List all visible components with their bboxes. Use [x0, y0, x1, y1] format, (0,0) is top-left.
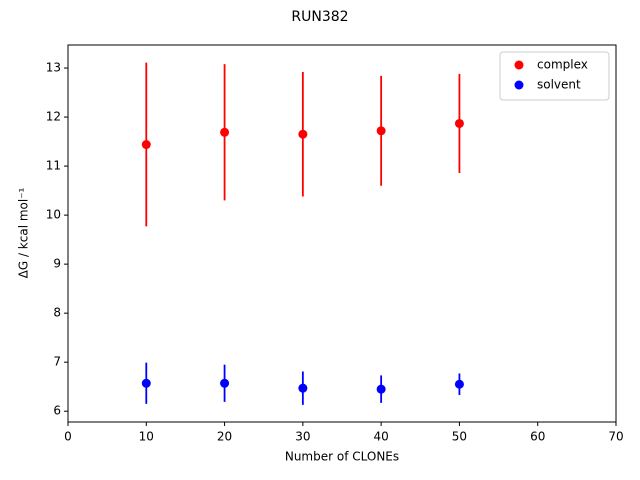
x-tick-label: 40	[374, 430, 389, 444]
y-tick-label: 12	[46, 110, 61, 124]
point	[454, 379, 464, 389]
legend-marker	[514, 60, 524, 70]
point	[376, 384, 386, 394]
x-tick-label: 30	[295, 430, 310, 444]
x-tick-label: 60	[530, 430, 545, 444]
plot-frame	[67, 44, 617, 423]
x-tick-label: 50	[452, 430, 467, 444]
y-tick-label: 6	[53, 404, 61, 418]
y-tick-label: 7	[53, 355, 61, 369]
y-tick-label: 13	[46, 61, 61, 75]
chart-title: RUN382	[291, 9, 348, 25]
y-tick-label: 9	[53, 257, 61, 271]
point	[220, 378, 230, 388]
point	[141, 378, 151, 388]
point	[298, 129, 308, 139]
legend-box	[499, 51, 610, 101]
y-tick-label: 11	[46, 159, 61, 173]
point	[220, 127, 230, 137]
x-tick-label: 70	[608, 430, 623, 444]
y-axis-label: ΔG / kcal mol⁻¹	[17, 187, 31, 278]
x-tick-label: 20	[217, 430, 232, 444]
y-tick-label: 10	[46, 208, 61, 222]
x-tick-label: 10	[139, 430, 154, 444]
legend-label: complex	[537, 58, 588, 72]
point	[454, 118, 464, 128]
y-tick-label: 8	[53, 306, 61, 320]
x-axis-label: Number of CLONEs	[285, 450, 399, 464]
legend-label: solvent	[537, 78, 581, 92]
point	[141, 140, 151, 150]
x-tick-label: 0	[64, 430, 72, 444]
legend-marker	[514, 80, 524, 90]
point	[298, 383, 308, 393]
point	[376, 126, 386, 136]
